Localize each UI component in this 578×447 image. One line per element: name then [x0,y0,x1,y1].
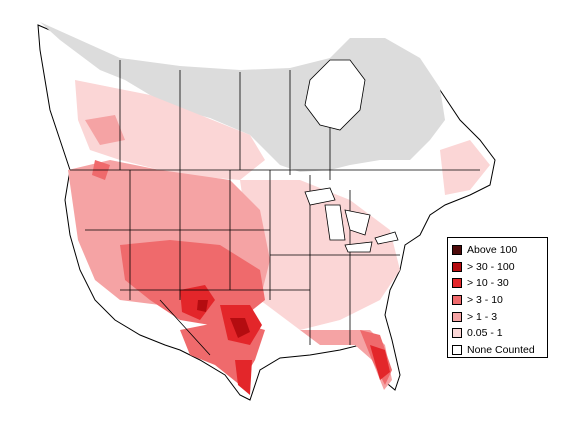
legend-swatch [452,328,462,339]
great-lakes [304,187,399,253]
legend-swatch [452,295,462,306]
legend-item: Above 100 [452,242,544,259]
legend-item: None Counted [452,342,544,359]
legend-label: > 3 - 10 [467,294,503,307]
legend-swatch [452,278,462,289]
no-data-region [40,22,445,172]
legend-label: Above 100 [467,244,518,257]
legend-label: 0.05 - 1 [467,327,503,340]
legend-swatch [452,261,462,272]
legend-label: > 1 - 3 [467,310,498,323]
abundance-30-100 [197,300,250,338]
abundance-10-30 [180,285,390,395]
legend-swatch [452,311,462,322]
legend-item: > 30 - 100 [452,259,544,276]
political-borders [70,60,480,356]
legend-swatch [452,245,462,256]
legend-label: None Counted [467,343,535,356]
legend-label: > 30 - 100 [467,260,515,273]
legend-item: > 10 - 30 [452,275,544,292]
legend-item: > 3 - 10 [452,292,544,309]
legend-label: > 10 - 30 [467,277,509,290]
legend-item: 0.05 - 1 [452,325,544,342]
hudson-bay [304,59,366,131]
legend-item: > 1 - 3 [452,308,544,325]
legend-swatch [452,344,462,355]
legend: Above 100 > 30 - 100 > 10 - 30 > 3 - 10 … [447,237,548,358]
